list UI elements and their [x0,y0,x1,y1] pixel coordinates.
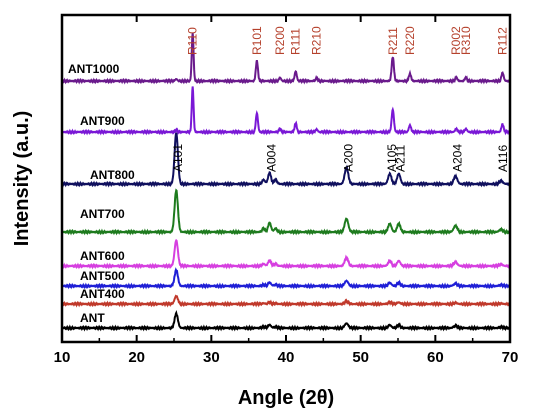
x-tick-label: 30 [203,349,220,366]
series-label-ant700: ANT700 [80,207,125,221]
rutile-peak-label: R220 [403,26,417,55]
x-axis-title: Angle (2θ) [238,387,334,409]
anatase-peak-label: A204 [450,144,464,172]
anatase-peak-label: A101 [171,144,185,172]
y-axis-title: Intensity (a.u.) [11,111,33,247]
series-label-ant: ANT [80,311,105,325]
rutile-peak-label: R200 [273,26,287,55]
x-tick-label: 20 [128,349,145,366]
series-label-ant900: ANT900 [80,114,125,128]
x-tick-label: 10 [54,349,71,366]
rutile-peak-label: R210 [310,26,324,55]
anatase-peak-label: A211 [394,145,408,172]
rutile-peak-label: R002 [449,26,463,55]
series-label-ant400: ANT400 [80,287,125,301]
rutile-peak-label: R101 [250,26,264,55]
x-tick-label: 50 [352,349,369,366]
series-label-ant600: ANT600 [80,249,125,263]
rutile-peak-label: R310 [459,26,473,55]
series-line-ant500 [61,267,511,290]
anatase-peak-label: A116 [496,145,510,172]
x-tick-label: 40 [278,349,295,366]
rutile-peak-label: R111 [289,28,303,55]
x-tick-label: 70 [502,349,519,366]
x-tick-label: 60 [427,349,444,366]
series-labels: ANT ANT400 ANT500 ANT600 ANT700 ANT800 ANT900 A… [68,62,135,325]
rutile-peak-label: R112 [496,27,510,55]
series-label-ant800: ANT800 [90,168,135,182]
series-line-ant800 [61,132,511,188]
series-label-ant500: ANT500 [80,269,125,283]
series-line-ant700 [61,188,511,236]
x-axis: 10 20 30 40 50 60 70 [54,15,519,366]
anatase-peak-label: A105 [385,144,399,172]
rutile-peak-label: R211 [386,27,400,55]
series-line-ant1000 [61,33,511,85]
series-traces [61,33,511,332]
series-label-ant1000: ANT1000 [68,62,120,76]
series-line-ant [61,310,511,332]
series-line-ant600 [61,238,511,270]
anatase-peak-label: A004 [265,144,279,172]
rutile-peak-label: R110 [186,27,200,55]
series-line-ant900 [61,86,511,136]
series-line-ant400 [61,294,511,308]
anatase-peak-label: A200 [341,144,355,172]
